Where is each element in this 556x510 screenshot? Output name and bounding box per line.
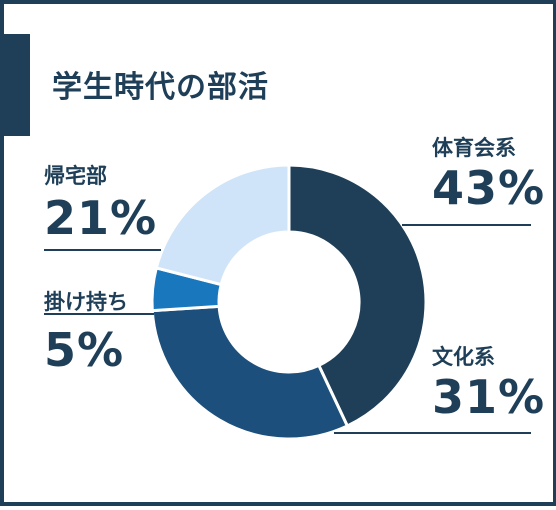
- slice-bunkakei: [150, 304, 350, 441]
- slice-taiikukai: [287, 163, 428, 428]
- label-kitakubu-value: 21%: [44, 191, 158, 245]
- donut-chart: [44, 163, 531, 441]
- label-kakemochi-value: 5%: [44, 323, 125, 377]
- label-kakemochi-name: 掛け持ち: [44, 290, 128, 314]
- label-kitakubu-name: 帰宅部: [44, 164, 107, 188]
- slice-kitakubu: [154, 163, 291, 287]
- chart-title: 学生時代の部活: [52, 70, 269, 105]
- label-kitakubu: 帰宅部 21%: [44, 164, 158, 245]
- label-kakemochi: 掛け持ち 5%: [44, 290, 128, 377]
- label-bunkakei-value: 31%: [432, 370, 546, 424]
- label-taiikukai: 体育会系 43%: [432, 136, 546, 215]
- label-taiikukai-name: 体育会系: [432, 136, 516, 160]
- label-bunkakei-name: 文化系: [432, 345, 495, 369]
- label-taiikukai-value: 43%: [432, 161, 546, 215]
- label-bunkakei: 文化系 31%: [432, 345, 546, 424]
- title-accent-bar: [4, 34, 30, 136]
